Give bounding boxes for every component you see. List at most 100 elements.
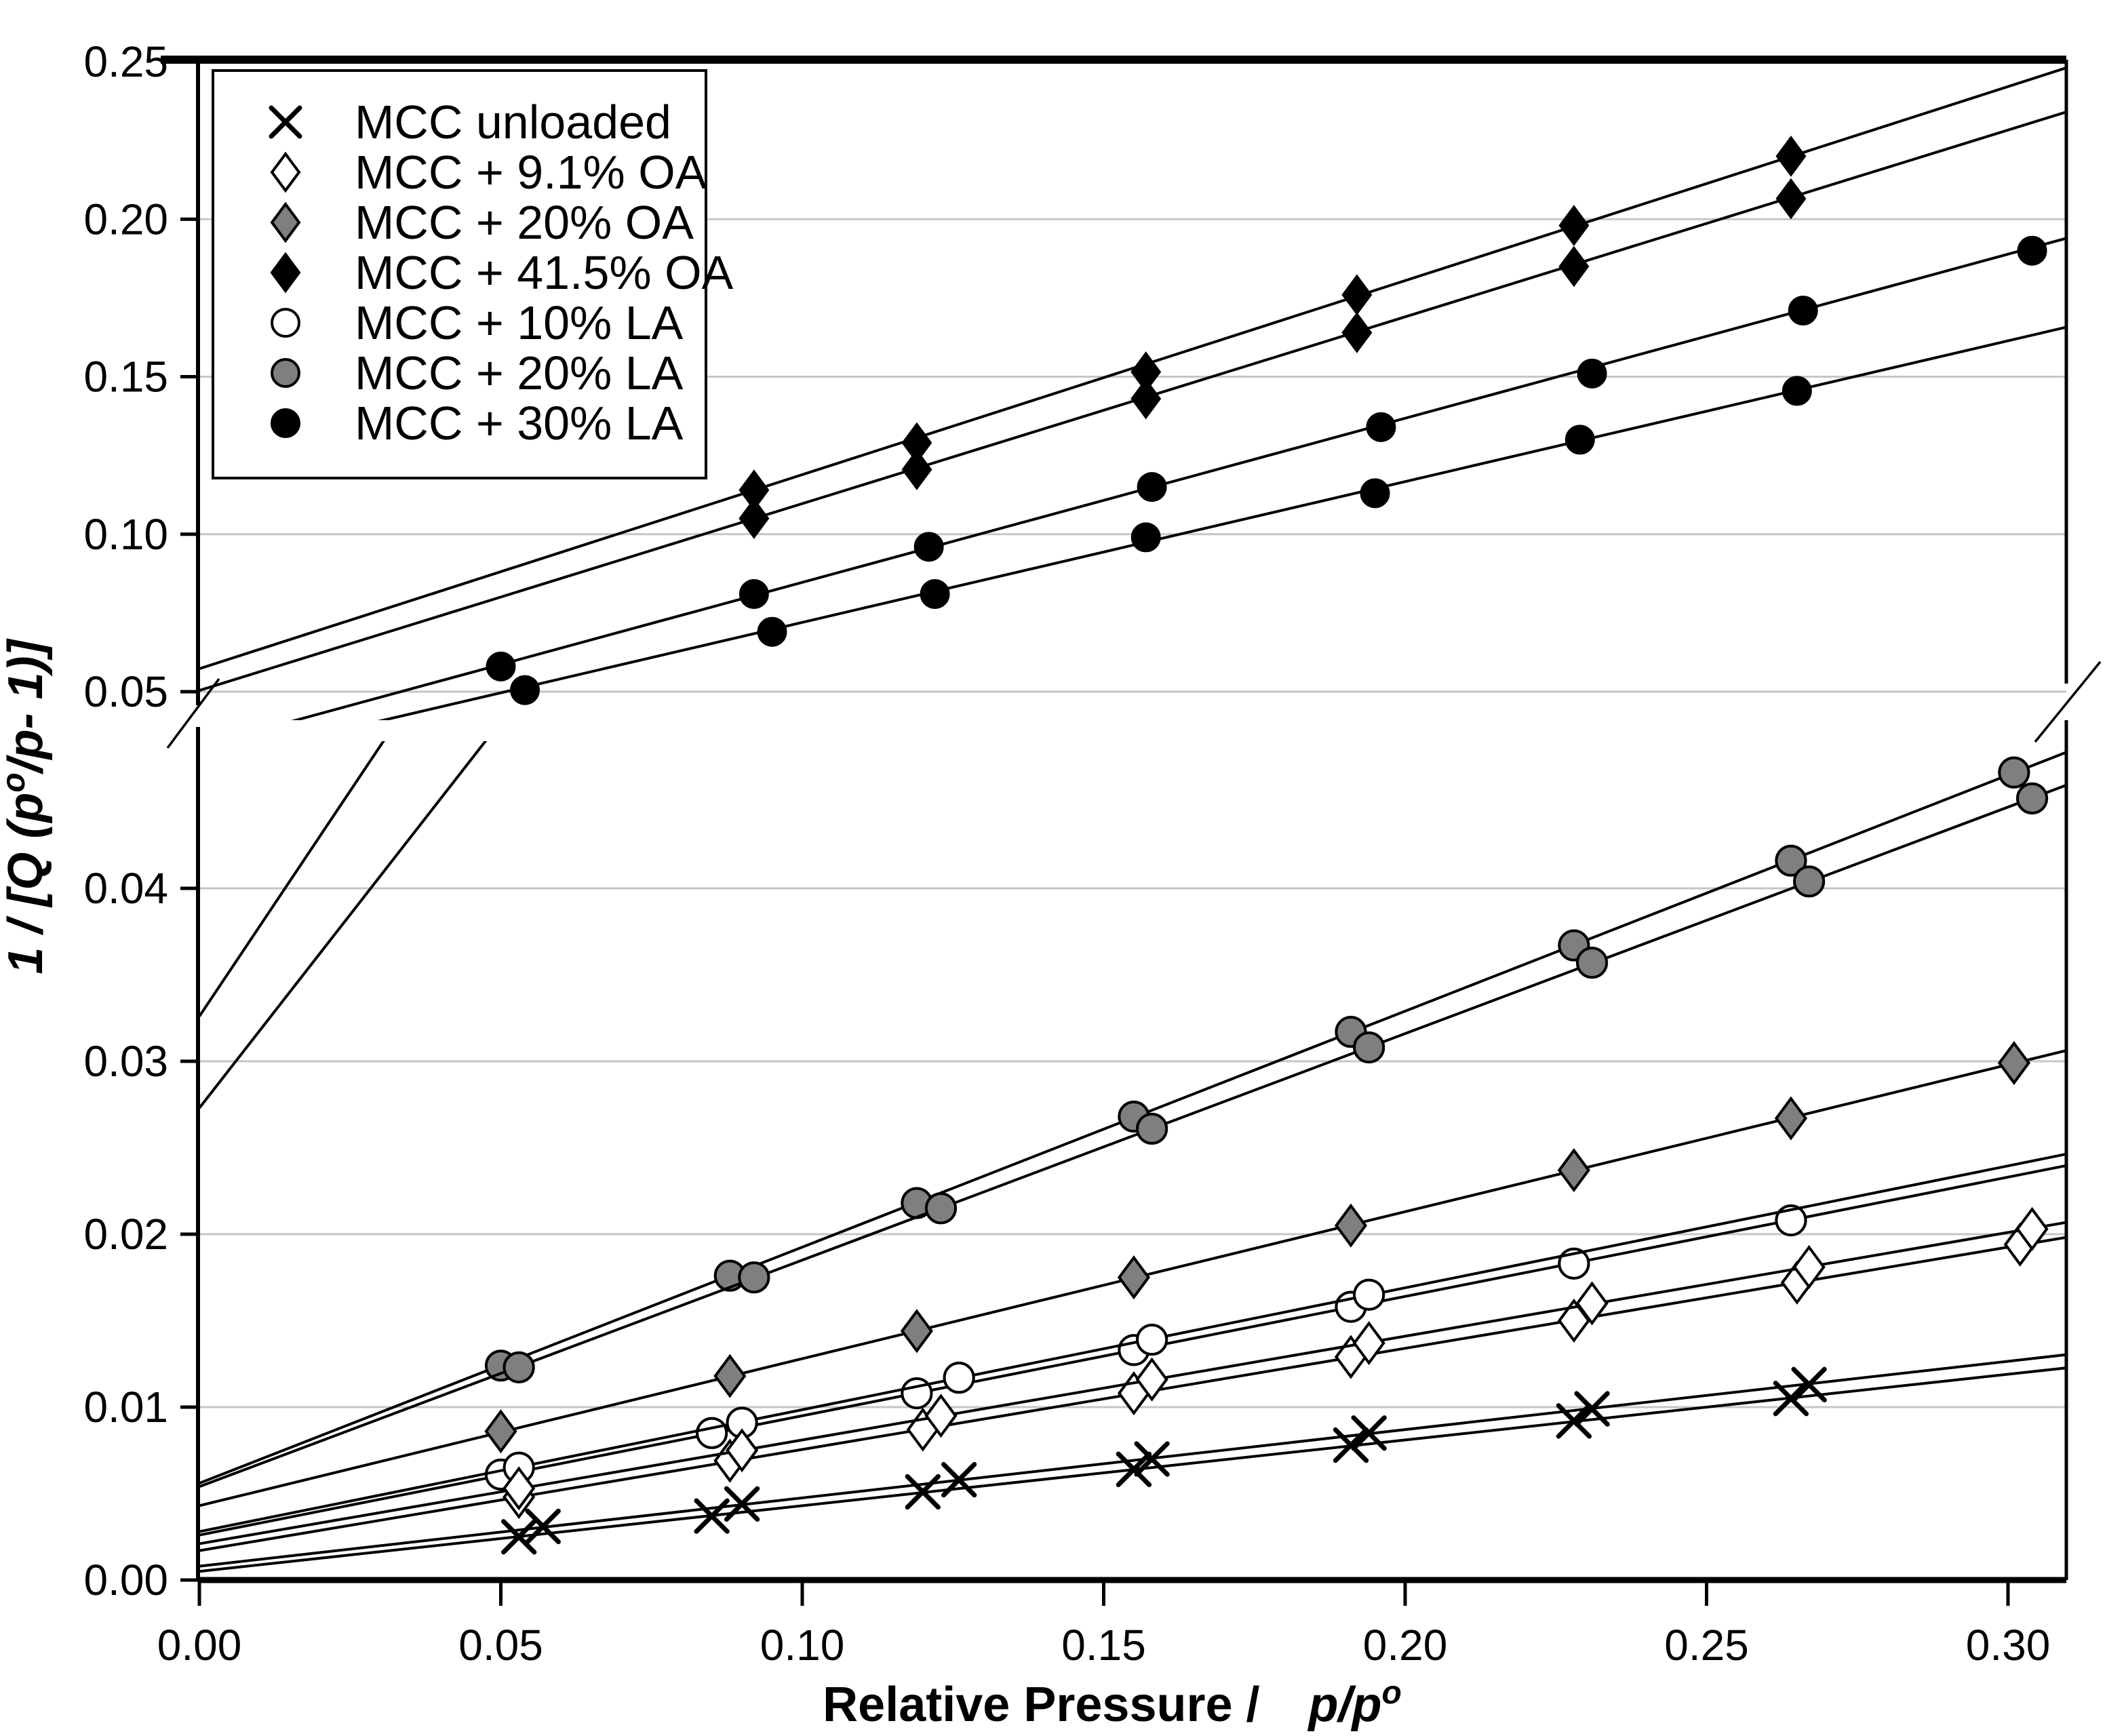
axes (161, 56, 2068, 1583)
y-tick-label-bottom: 0.02 (83, 1210, 168, 1259)
y-tick-label-top: 0.15 (83, 353, 168, 401)
legend-label: MCC + 9.1% OA (355, 146, 707, 199)
circle-black-marker (913, 532, 944, 562)
diamond-gray-marker (1334, 1203, 1368, 1248)
tick-labels: 0.05 0.10 0.15 0.20 0.25 0.00 0.01 0.02 0.03 0.04… (83, 37, 2050, 1670)
diamond-gray-marker (713, 1354, 747, 1398)
diamond-black-marker (1558, 245, 1590, 288)
circle-gray-marker (1775, 844, 1807, 877)
diamond-open-marker (1792, 1244, 1826, 1289)
circle-open-marker (1136, 1323, 1168, 1356)
circle-black-marker (757, 616, 787, 647)
circle-gray-marker (1136, 1112, 1168, 1145)
circle-black-marker (1781, 376, 1812, 406)
circle-black-marker (920, 579, 950, 610)
legend-label: MCC + 20% OA (355, 196, 694, 249)
series-mcc-unloaded (199, 1353, 2066, 1573)
circle-black-marker (486, 651, 516, 682)
diamond-black-marker (739, 498, 770, 539)
circle-black-marker (1788, 295, 1818, 326)
diamond-black-marker (1341, 312, 1373, 353)
x-axis-title-italic: p/p (1307, 1678, 1382, 1732)
x-axis-title: Relative Pressure / p/po (823, 1675, 1402, 1732)
circle-gray-marker (271, 358, 300, 388)
circle-gray-marker (503, 1351, 535, 1383)
circle-black-marker (1130, 522, 1161, 553)
x-cross-marker (1574, 1391, 1610, 1427)
diamond-black-marker (1775, 178, 1807, 220)
circle-gray-marker (924, 1192, 958, 1225)
fit-line-mcc-unloaded-run2-bottom (199, 1353, 2066, 1568)
legend-item-mcc-30-la: MCC + 30% LA (271, 397, 684, 450)
x-tick-label: 0.15 (1061, 1621, 1146, 1670)
y-tick-label-top: 0.20 (83, 195, 168, 243)
y-axis-title-superscript: o (0, 772, 32, 792)
axis-break-marks (166, 660, 2102, 749)
tick-marks (180, 60, 2010, 1606)
y-axis-title-suffix: /p- 1)] (0, 638, 53, 774)
y-tick-label-top: 0.05 (83, 667, 168, 716)
fit-line-mcc-41-5-oa-run1-top (199, 66, 2066, 670)
circle-open-marker (901, 1377, 933, 1410)
markers-mcc-41-5-oa-run1 (739, 135, 1807, 511)
x-tick-label: 0.20 (1363, 1621, 1448, 1670)
circle-open-marker (271, 308, 300, 338)
legend-label: MCC + 41.5% OA (355, 246, 734, 299)
series-mcc-20-oa (199, 1041, 2066, 1507)
legend-label: MCC unloaded (355, 96, 671, 149)
diamond-open-marker (924, 1394, 958, 1438)
circle-gray-marker (1575, 947, 1609, 979)
y-tick-label-bottom: 0.01 (83, 1383, 168, 1432)
axis-break-right (2034, 660, 2102, 743)
x-cross-marker (1791, 1366, 1827, 1403)
x-cross-marker (525, 1508, 561, 1545)
series-mcc-20-la (199, 751, 2066, 1488)
diamond-open-marker (726, 1428, 759, 1473)
x-cross-marker (905, 1474, 941, 1510)
circle-open-marker (1353, 1278, 1385, 1311)
circle-open-marker (943, 1362, 975, 1394)
diamond-open-marker (1135, 1357, 1168, 1402)
markers-mcc-20-oa-run1 (484, 1041, 2030, 1454)
legend-item-mcc-9-1-oa: MCC + 9.1% OA (270, 146, 707, 199)
series-mcc-9-1-oa (199, 1206, 2066, 1552)
diamond-gray-marker (900, 1309, 933, 1354)
diamond-open-marker (270, 151, 301, 193)
markers-mcc-41-5-oa-run2 (739, 178, 1807, 539)
circle-black-marker (1360, 478, 1390, 509)
circle-open-marker (1775, 1204, 1807, 1237)
x-cross-marker (1134, 1441, 1170, 1477)
x-tick-label: 0.05 (458, 1621, 543, 1670)
legend-label: MCC + 20% LA (355, 347, 684, 399)
diamond-open-marker (503, 1466, 536, 1511)
series-mcc-41-5-oa (199, 66, 2066, 692)
y-tick-label-bottom: 0.03 (83, 1037, 168, 1086)
series-layer (198, 66, 2066, 1573)
circle-black-marker (271, 408, 300, 438)
x-axis-title-superscript: o (1382, 1675, 1402, 1711)
y-axis-title: 1 / [Q (po/p- 1)] (0, 638, 53, 974)
diamond-gray-marker (1997, 1041, 2030, 1086)
diamond-black-marker (270, 252, 301, 294)
diamond-gray-marker (1117, 1255, 1151, 1300)
diamond-gray-marker (1557, 1148, 1591, 1193)
series-mcc-30-la (198, 235, 2066, 1109)
circle-gray-marker (1353, 1031, 1385, 1064)
markers-mcc-unloaded-run2 (525, 1366, 1827, 1545)
circle-black-marker (510, 675, 540, 705)
series-mcc-10-la (199, 1152, 2066, 1537)
y-axis-title-prefix: 1 / [Q (p (0, 793, 53, 974)
circle-gray-marker (1793, 865, 1826, 898)
circle-gray-marker (738, 1261, 770, 1294)
diamond-black-marker (901, 449, 932, 490)
circle-gray-marker (1998, 756, 2030, 789)
markers-mcc-9-1-oa-run2 (503, 1206, 2049, 1511)
circle-gray-marker (2015, 782, 2049, 815)
diamond-black-marker (1775, 135, 1807, 177)
circle-black-marker (1137, 472, 1167, 502)
diamond-open-marker (2015, 1206, 2049, 1251)
diamond-black-marker (1130, 378, 1162, 420)
legend-item-mcc-unloaded: MCC unloaded (269, 96, 671, 149)
x-cross-marker (269, 105, 302, 139)
